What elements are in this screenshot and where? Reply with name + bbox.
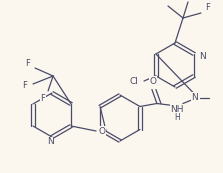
Text: F: F xyxy=(26,60,31,69)
Text: N: N xyxy=(192,93,198,102)
Text: F: F xyxy=(23,81,27,90)
Text: Cl: Cl xyxy=(130,78,138,86)
Text: O: O xyxy=(149,77,156,86)
Text: O: O xyxy=(99,126,105,135)
Text: F: F xyxy=(161,0,165,2)
Text: H: H xyxy=(174,113,180,122)
Text: F: F xyxy=(206,3,211,12)
Text: N: N xyxy=(47,138,53,147)
Text: F: F xyxy=(41,93,45,102)
Text: NH: NH xyxy=(170,105,184,114)
Text: N: N xyxy=(199,52,205,61)
